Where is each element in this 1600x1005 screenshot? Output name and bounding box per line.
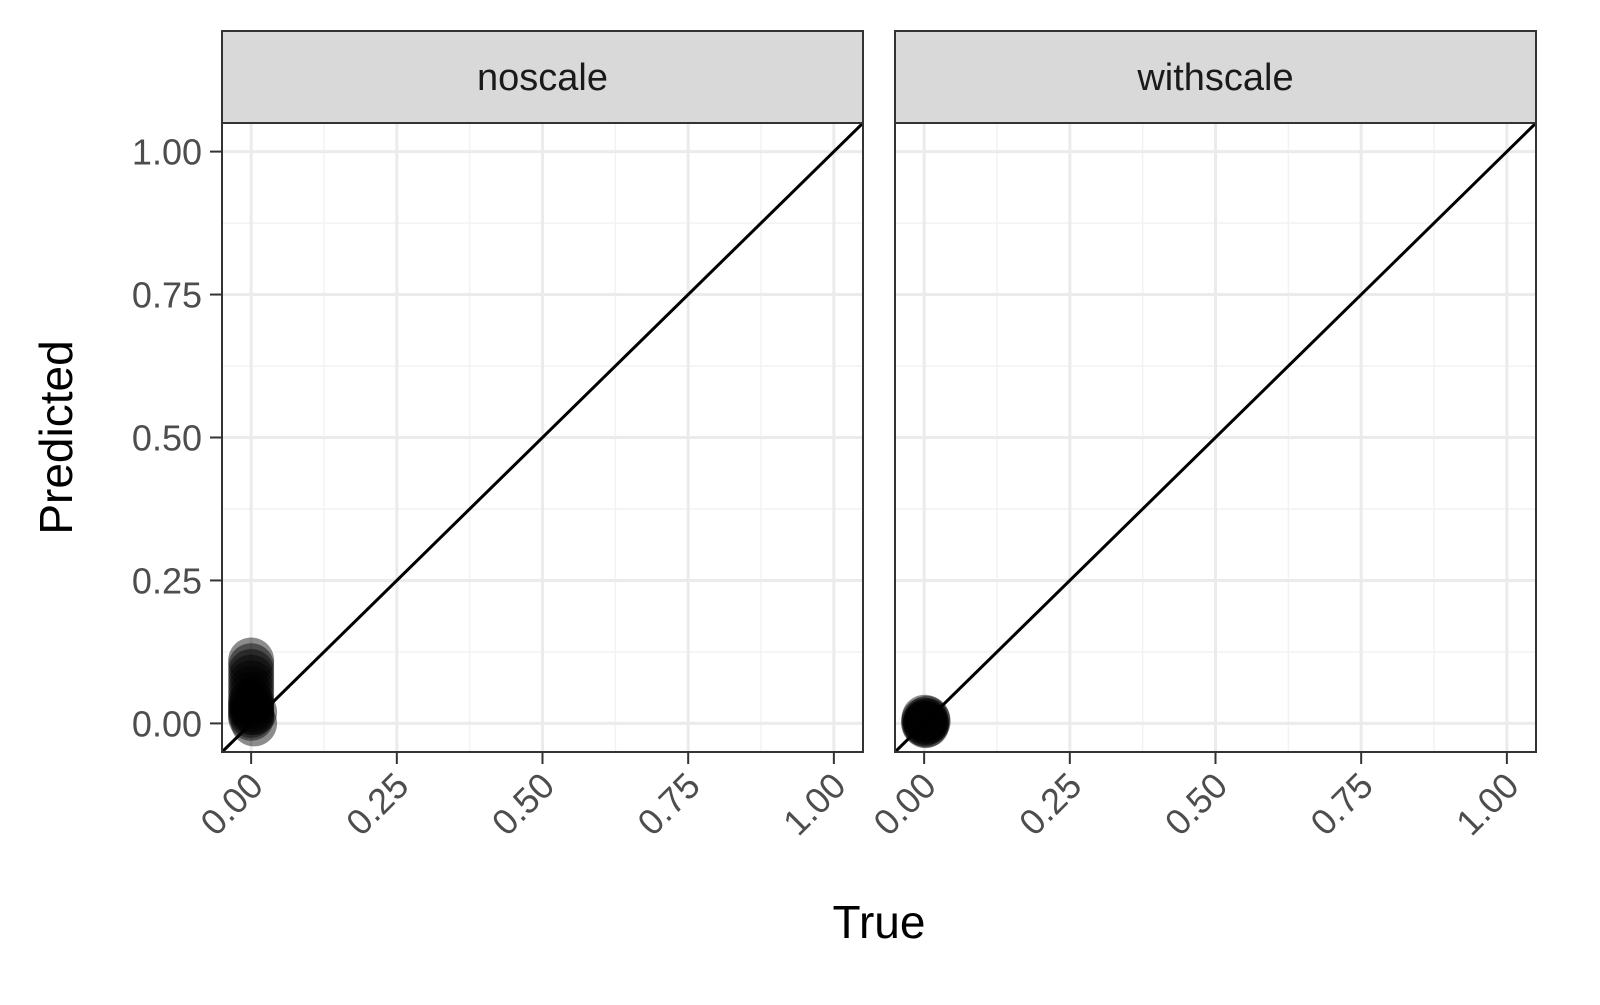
x-tick-label: 0.75 (1302, 765, 1381, 844)
x-tick-label: 0.25 (338, 765, 417, 844)
data-point (228, 654, 275, 701)
y-tick-label: 0.25 (132, 560, 202, 601)
y-tick-label: 1.00 (132, 132, 202, 173)
facet-strip (894, 30, 1537, 124)
y-tick-label: 0.00 (132, 703, 202, 744)
identity-reference-line (220, 121, 865, 754)
data-point (228, 680, 275, 727)
x-tick-label: 0.75 (629, 765, 708, 844)
identity-reference-line (893, 121, 1538, 754)
data-point (228, 637, 275, 684)
x-tick-label: 0.00 (865, 765, 944, 844)
facet-panel-withscale: withscale 0.00 0.25 0.50 0.75 1.00 (865, 30, 1538, 844)
facet-strip (221, 30, 864, 124)
data-point (228, 688, 275, 735)
data-point (228, 694, 275, 741)
data-point (228, 648, 275, 695)
x-tick-label: 0.00 (192, 765, 271, 844)
facet-strip-label: withscale (1136, 57, 1293, 99)
data-point (228, 660, 275, 707)
data-point (228, 683, 275, 730)
y-tick-label: 0.75 (132, 275, 202, 316)
data-point (902, 702, 949, 749)
x-tick-label: 0.50 (484, 765, 563, 844)
data-point (901, 694, 948, 741)
facet-panel-noscale: noscale 0.00 0.25 0.50 0.75 1.00 (192, 30, 865, 844)
y-tick-label: 0.50 (132, 418, 202, 459)
facet-strip-label: noscale (477, 57, 608, 99)
data-point (903, 701, 950, 748)
x-tick-label: 0.25 (1011, 765, 1090, 844)
data-point (228, 643, 275, 690)
data-point (901, 697, 948, 744)
data-point (228, 671, 275, 718)
x-axis-title: True (833, 896, 926, 948)
data-point (228, 686, 275, 733)
x-tick-label: 1.00 (775, 765, 854, 844)
data-point (231, 700, 278, 747)
data-point (228, 691, 275, 738)
data-point (231, 688, 278, 735)
data-point (228, 666, 275, 713)
x-tick-label: 0.50 (1157, 765, 1236, 844)
x-tick-label: 1.00 (1448, 765, 1527, 844)
y-axis-title: Predicted (30, 340, 82, 534)
